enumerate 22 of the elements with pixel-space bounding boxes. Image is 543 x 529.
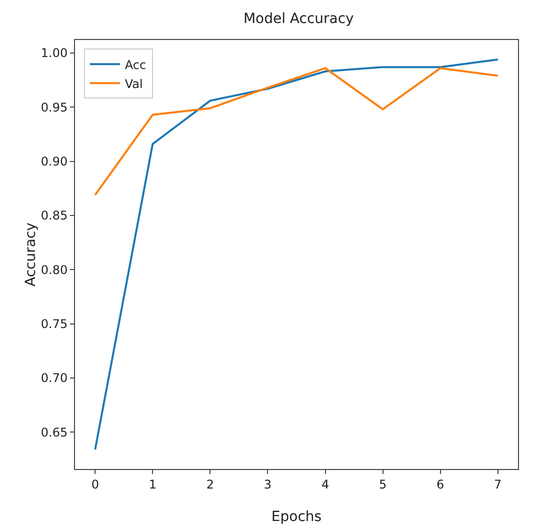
y-tick-label: 0.80: [40, 262, 68, 277]
y-tick-label: 0.65: [40, 425, 68, 440]
line-series: [94, 58, 499, 450]
x-tick-label: 1: [148, 477, 156, 492]
y-tick-label: 1.00: [40, 46, 68, 60]
y-axis-title: Accuracy: [22, 222, 39, 286]
x-tick-label: 7: [494, 477, 502, 492]
y-tick-label: 0.95: [40, 100, 68, 114]
x-axis-title: Epochs: [271, 509, 322, 525]
x-tick-label: 0: [91, 477, 99, 492]
legend-label: Acc: [124, 58, 146, 72]
x-tick-label: 5: [378, 477, 387, 492]
y-tick-label: 0.85: [40, 208, 68, 223]
chart-title: Model Accuracy: [243, 11, 354, 28]
x-tick-label: 6: [436, 477, 444, 492]
legend-label: Val: [124, 76, 143, 91]
x-tick-label: 2: [206, 477, 214, 492]
x-tick-label: 3: [264, 477, 272, 492]
y-tick-label: 0.90: [40, 154, 68, 169]
y-tick-label: 0.75: [40, 317, 68, 332]
y-tick-label: 0.70: [40, 371, 68, 386]
x-tick-label: 4: [321, 477, 330, 492]
